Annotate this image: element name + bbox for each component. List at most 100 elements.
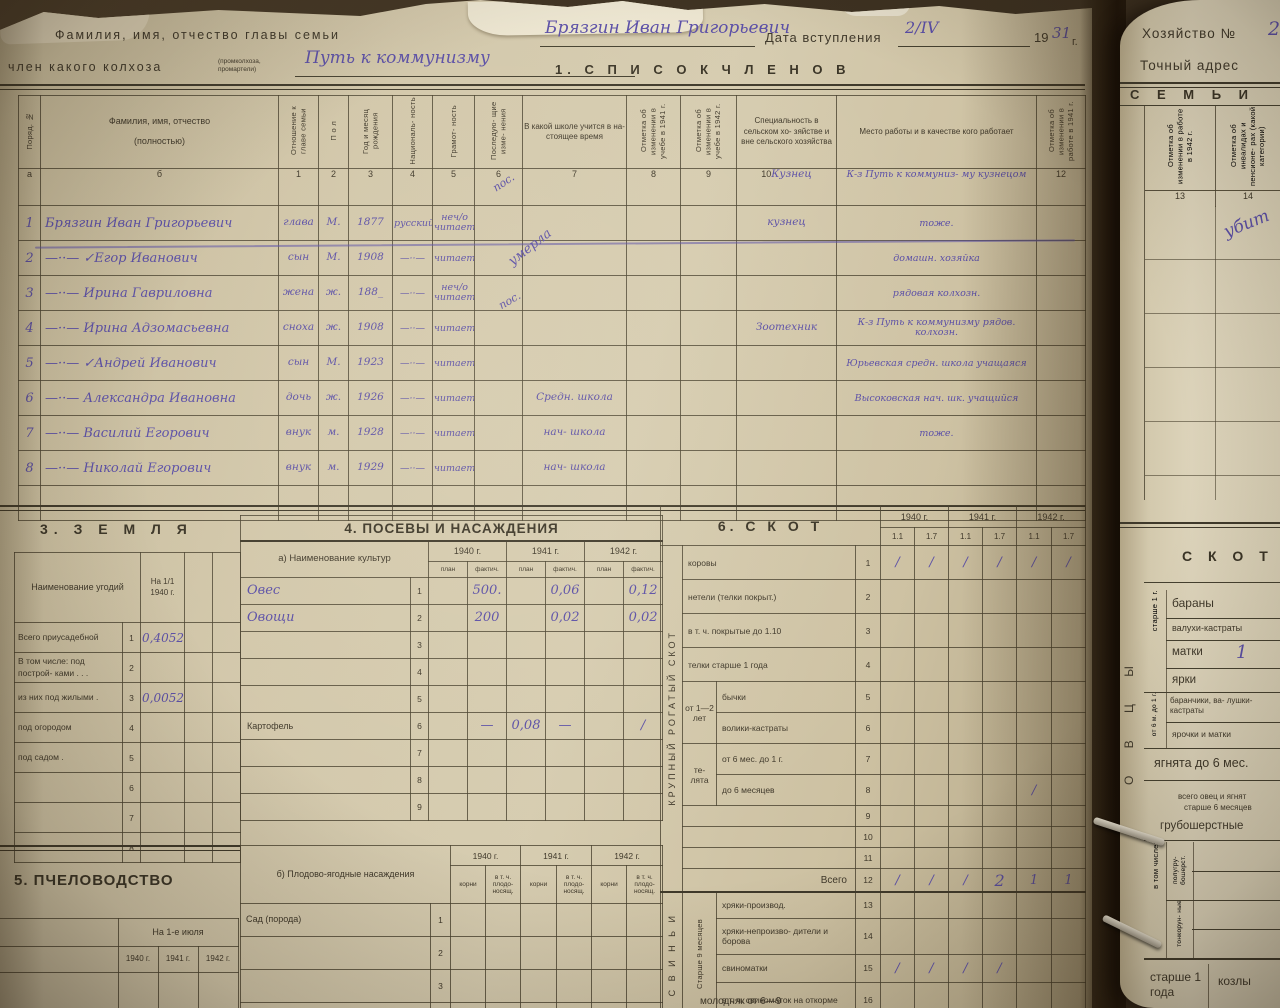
member-relation: внук xyxy=(285,426,312,439)
member-birth-year: 1877 xyxy=(357,216,384,229)
orchard-row: 3 xyxy=(240,969,664,1003)
col-specialty: Специальность в сельском хо- зяйстве и в… xyxy=(736,95,837,169)
year-suffix: г. xyxy=(1072,36,1078,48)
member-birth-year: 1908 xyxy=(357,251,384,264)
member-name: —··— Николай Егорович xyxy=(45,460,212,476)
col-literacy: Грамот- ность xyxy=(432,95,475,169)
sheep-total-2: старше 6 месяцев xyxy=(1184,803,1252,812)
member-sex: М. xyxy=(326,251,341,264)
bees-year-1942: 1942 г. xyxy=(197,946,239,973)
col-relation: Отношение к главе семьи xyxy=(278,95,319,169)
land-row-value: 0,0052 xyxy=(142,690,184,705)
land-row-label: под садом . xyxy=(14,742,123,773)
member-specialty: Зоотехник xyxy=(755,321,818,334)
member-sex: м. xyxy=(327,461,340,474)
member-note42-cell xyxy=(680,380,737,416)
land-row-value: 0,4052 xyxy=(142,630,184,645)
member-birth-year: 1908 xyxy=(357,321,384,334)
family-value-handwritten: Брязгин Иван Григорьевич xyxy=(545,18,791,38)
cattle-side-label: КРУПНЫЙ РОГАТЫЙ СКОТ xyxy=(660,545,683,892)
col14-num: 14 xyxy=(1215,190,1280,207)
crop-num: 8 xyxy=(410,765,429,794)
land-row-num: 3 xyxy=(122,682,141,713)
sheep-group2: от 6 м. до 1 г. xyxy=(1150,692,1158,737)
member-num: 6 xyxy=(25,390,34,406)
crop-label xyxy=(240,792,411,821)
col14-header: Отметка об инвалидах и пенсионе- рах (ка… xyxy=(1229,106,1267,186)
crop-row: 3 xyxy=(240,630,664,659)
crops-year-1942: 1942 г. xyxy=(583,540,664,562)
col-changes: Последую- щие изме- нения xyxy=(474,95,523,169)
member-note41-cell xyxy=(626,415,681,451)
member-note42-cell xyxy=(680,450,737,486)
right-band-rule xyxy=(1120,105,1280,106)
member-row: 6 —··— Александра Ивановна дочь ж. 1926 … xyxy=(18,380,1086,416)
right-page: Хозяйство № 2 Точный адрес С Е М Ь И Отм… xyxy=(1120,0,1280,1008)
member-school: Средн. школа xyxy=(536,391,613,404)
right-columns: Отметка об изменении в работе в 1942 г. … xyxy=(1144,106,1280,500)
member-notework-cell xyxy=(1036,415,1086,451)
member-specialty: кузнец xyxy=(767,216,806,229)
member-relation: сын xyxy=(287,356,310,369)
member-changes-cell xyxy=(474,345,523,381)
year-printed: 19 xyxy=(1034,30,1049,45)
crop-num: 3 xyxy=(410,630,429,659)
member-changes-cell xyxy=(474,380,523,416)
crop-label: Овощи xyxy=(240,603,411,632)
land-bottom-divider xyxy=(0,845,240,851)
land-row-label: В том числе: под построй- ками . . . xyxy=(14,652,123,683)
land-row-num: 6 xyxy=(122,772,141,803)
col-note-work: Отметка об изменении в работе в 1941 г. xyxy=(1036,95,1086,169)
member-note42-cell xyxy=(680,240,737,276)
member-notework-cell xyxy=(1036,345,1086,381)
members-header-row: Поряд. № Фамилия, имя, отчество (полность… xyxy=(18,95,1086,169)
sheep-total-1: всего овец и ягнят xyxy=(1178,792,1247,801)
member-notework-cell xyxy=(1036,310,1086,346)
head-work-handwritten: К-з Путь к коммуниз- му кузнецом xyxy=(846,169,1027,180)
underline xyxy=(540,46,755,47)
member-workplace: домашн. хозяйка xyxy=(893,252,980,264)
land-row-num: 7 xyxy=(122,802,141,833)
land-row: под садом . 5 xyxy=(14,742,241,773)
member-name: Брязгин Иван Григорьевич xyxy=(45,215,233,231)
land-row-num: 5 xyxy=(122,742,141,773)
member-nationality: —··— xyxy=(399,252,426,264)
col-num: Поряд. № xyxy=(18,95,41,169)
orchard-label xyxy=(240,969,431,1003)
kolkhoz-sublabel: (промколхоза, промартели) xyxy=(218,58,261,73)
crop-row: 9 xyxy=(240,792,664,821)
land-header-row: Наименование угодий На 1/1 1940 г. xyxy=(14,552,241,623)
member-relation: жена xyxy=(282,286,315,299)
head-work-cell: К-з Путь к коммуниз- му кузнецом xyxy=(836,168,1037,206)
orchard-label xyxy=(240,936,431,970)
member-changes-cell xyxy=(474,275,523,311)
member-note42-cell xyxy=(680,275,737,311)
member-row: 4 —··— Ирина Адзомасьевна сноха ж. 1908 … xyxy=(18,310,1086,346)
member-row: 1 Брязгин Иван Григорьевич глава М. 1877… xyxy=(18,205,1086,241)
pigs-table: С В И Н Ь И Старше 9 месяцев хряки-произ… xyxy=(660,891,1086,1008)
member-school: нач- школа xyxy=(543,426,606,439)
member-notework-cell xyxy=(1036,205,1086,241)
col-note-1942: Отметка об изменении в учебе в 1942 г. xyxy=(680,95,737,169)
members-table: Поряд. № Фамилия, имя, отчество (полность… xyxy=(18,95,1086,521)
member-notework-cell xyxy=(1036,275,1086,311)
year-value-handwritten: 31 xyxy=(1052,24,1072,42)
crop-row: 8 xyxy=(240,765,664,794)
member-changes-cell xyxy=(474,415,523,451)
head-specialty-cell: 10Кузнец xyxy=(736,168,837,206)
member-changes-cell xyxy=(474,205,523,241)
crop-row: Картофель 6 — 0,08 — / xyxy=(240,711,664,740)
member-sex: ж. xyxy=(325,286,342,299)
sheep-coarse-wool: грубошерстные xyxy=(1160,820,1244,832)
land-title: 3. З Е М Л Я xyxy=(40,521,193,537)
orchard-title: б) Плодово-ягодные насаждения xyxy=(240,845,451,904)
land-row-label: из них под жилыми . xyxy=(14,682,123,713)
col-school: В какой школе учится в на- стоящее время xyxy=(522,95,627,169)
member-row: 8 —··— Николай Егорович внук м. 1929 —··… xyxy=(18,450,1086,486)
orchard-label: Сад (порода) xyxy=(240,903,431,937)
member-note42-cell xyxy=(680,205,737,241)
sheep-side-label: О В Ц Ы xyxy=(1122,654,1136,785)
member-workplace: тоже. xyxy=(919,217,954,229)
member-num: 1 xyxy=(25,215,34,231)
member-changes-cell xyxy=(474,450,523,486)
